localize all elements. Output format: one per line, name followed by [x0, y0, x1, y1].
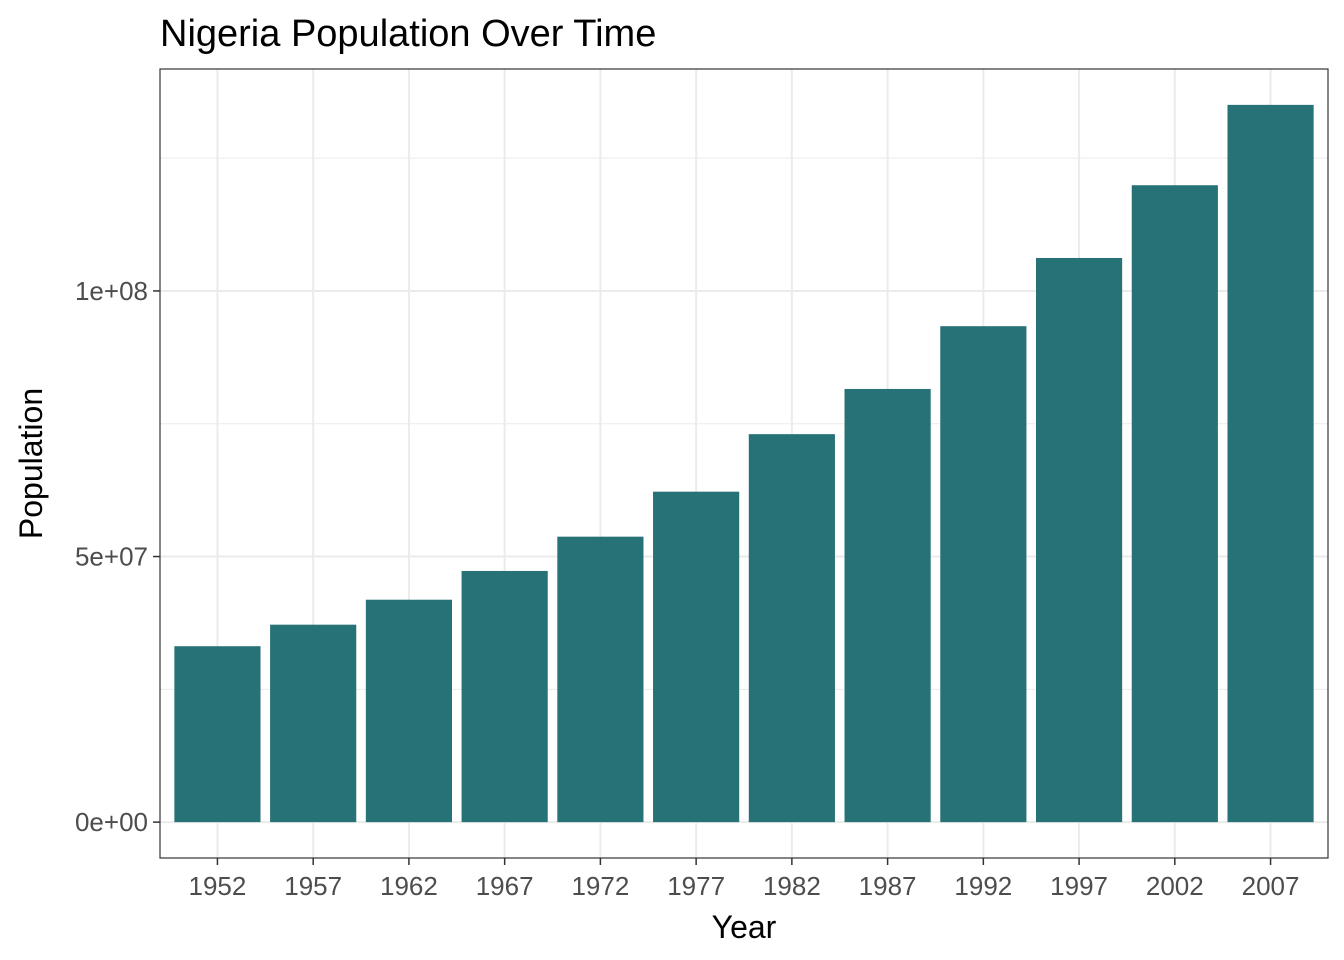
x-tick-label: 1997 — [1050, 871, 1108, 901]
x-tick-label: 1967 — [476, 871, 534, 901]
x-tick-label: 1962 — [380, 871, 438, 901]
x-tick-label: 1972 — [571, 871, 629, 901]
y-tick-label: 0e+00 — [75, 807, 148, 837]
bar-2002 — [1131, 185, 1218, 823]
x-tick-label: 1982 — [763, 871, 821, 901]
bar-1982 — [748, 434, 835, 823]
x-tick-label: 1952 — [189, 871, 247, 901]
bar-1957 — [270, 624, 357, 823]
x-tick-label: 1992 — [954, 871, 1012, 901]
y-axis-title: Population — [13, 388, 49, 539]
x-tick-label: 1977 — [667, 871, 725, 901]
x-axis-title: Year — [712, 909, 777, 945]
bar-1952 — [174, 646, 261, 823]
x-tick-label: 1987 — [859, 871, 917, 901]
chart-title: Nigeria Population Over Time — [160, 13, 656, 55]
y-tick-label: 5e+07 — [75, 542, 148, 572]
bar-1992 — [940, 326, 1027, 823]
x-tick-label: 1957 — [284, 871, 342, 901]
bar-1972 — [557, 536, 644, 823]
panel-border — [159, 68, 1329, 859]
bars — [174, 104, 1314, 823]
y-tick-label: 1e+08 — [75, 276, 148, 306]
bar-1987 — [844, 388, 931, 823]
x-tick-label: 2002 — [1146, 871, 1204, 901]
bar-1977 — [653, 491, 740, 823]
axes: 0e+00 5e+07 1e+08 1952 1957 1962 1967 1972 1977 1… — [75, 276, 1300, 901]
bar-2007 — [1227, 104, 1314, 823]
bar-1962 — [365, 599, 452, 823]
x-tick-label: 2007 — [1242, 871, 1300, 901]
bar-1997 — [1036, 257, 1123, 823]
bar-1967 — [461, 570, 548, 823]
